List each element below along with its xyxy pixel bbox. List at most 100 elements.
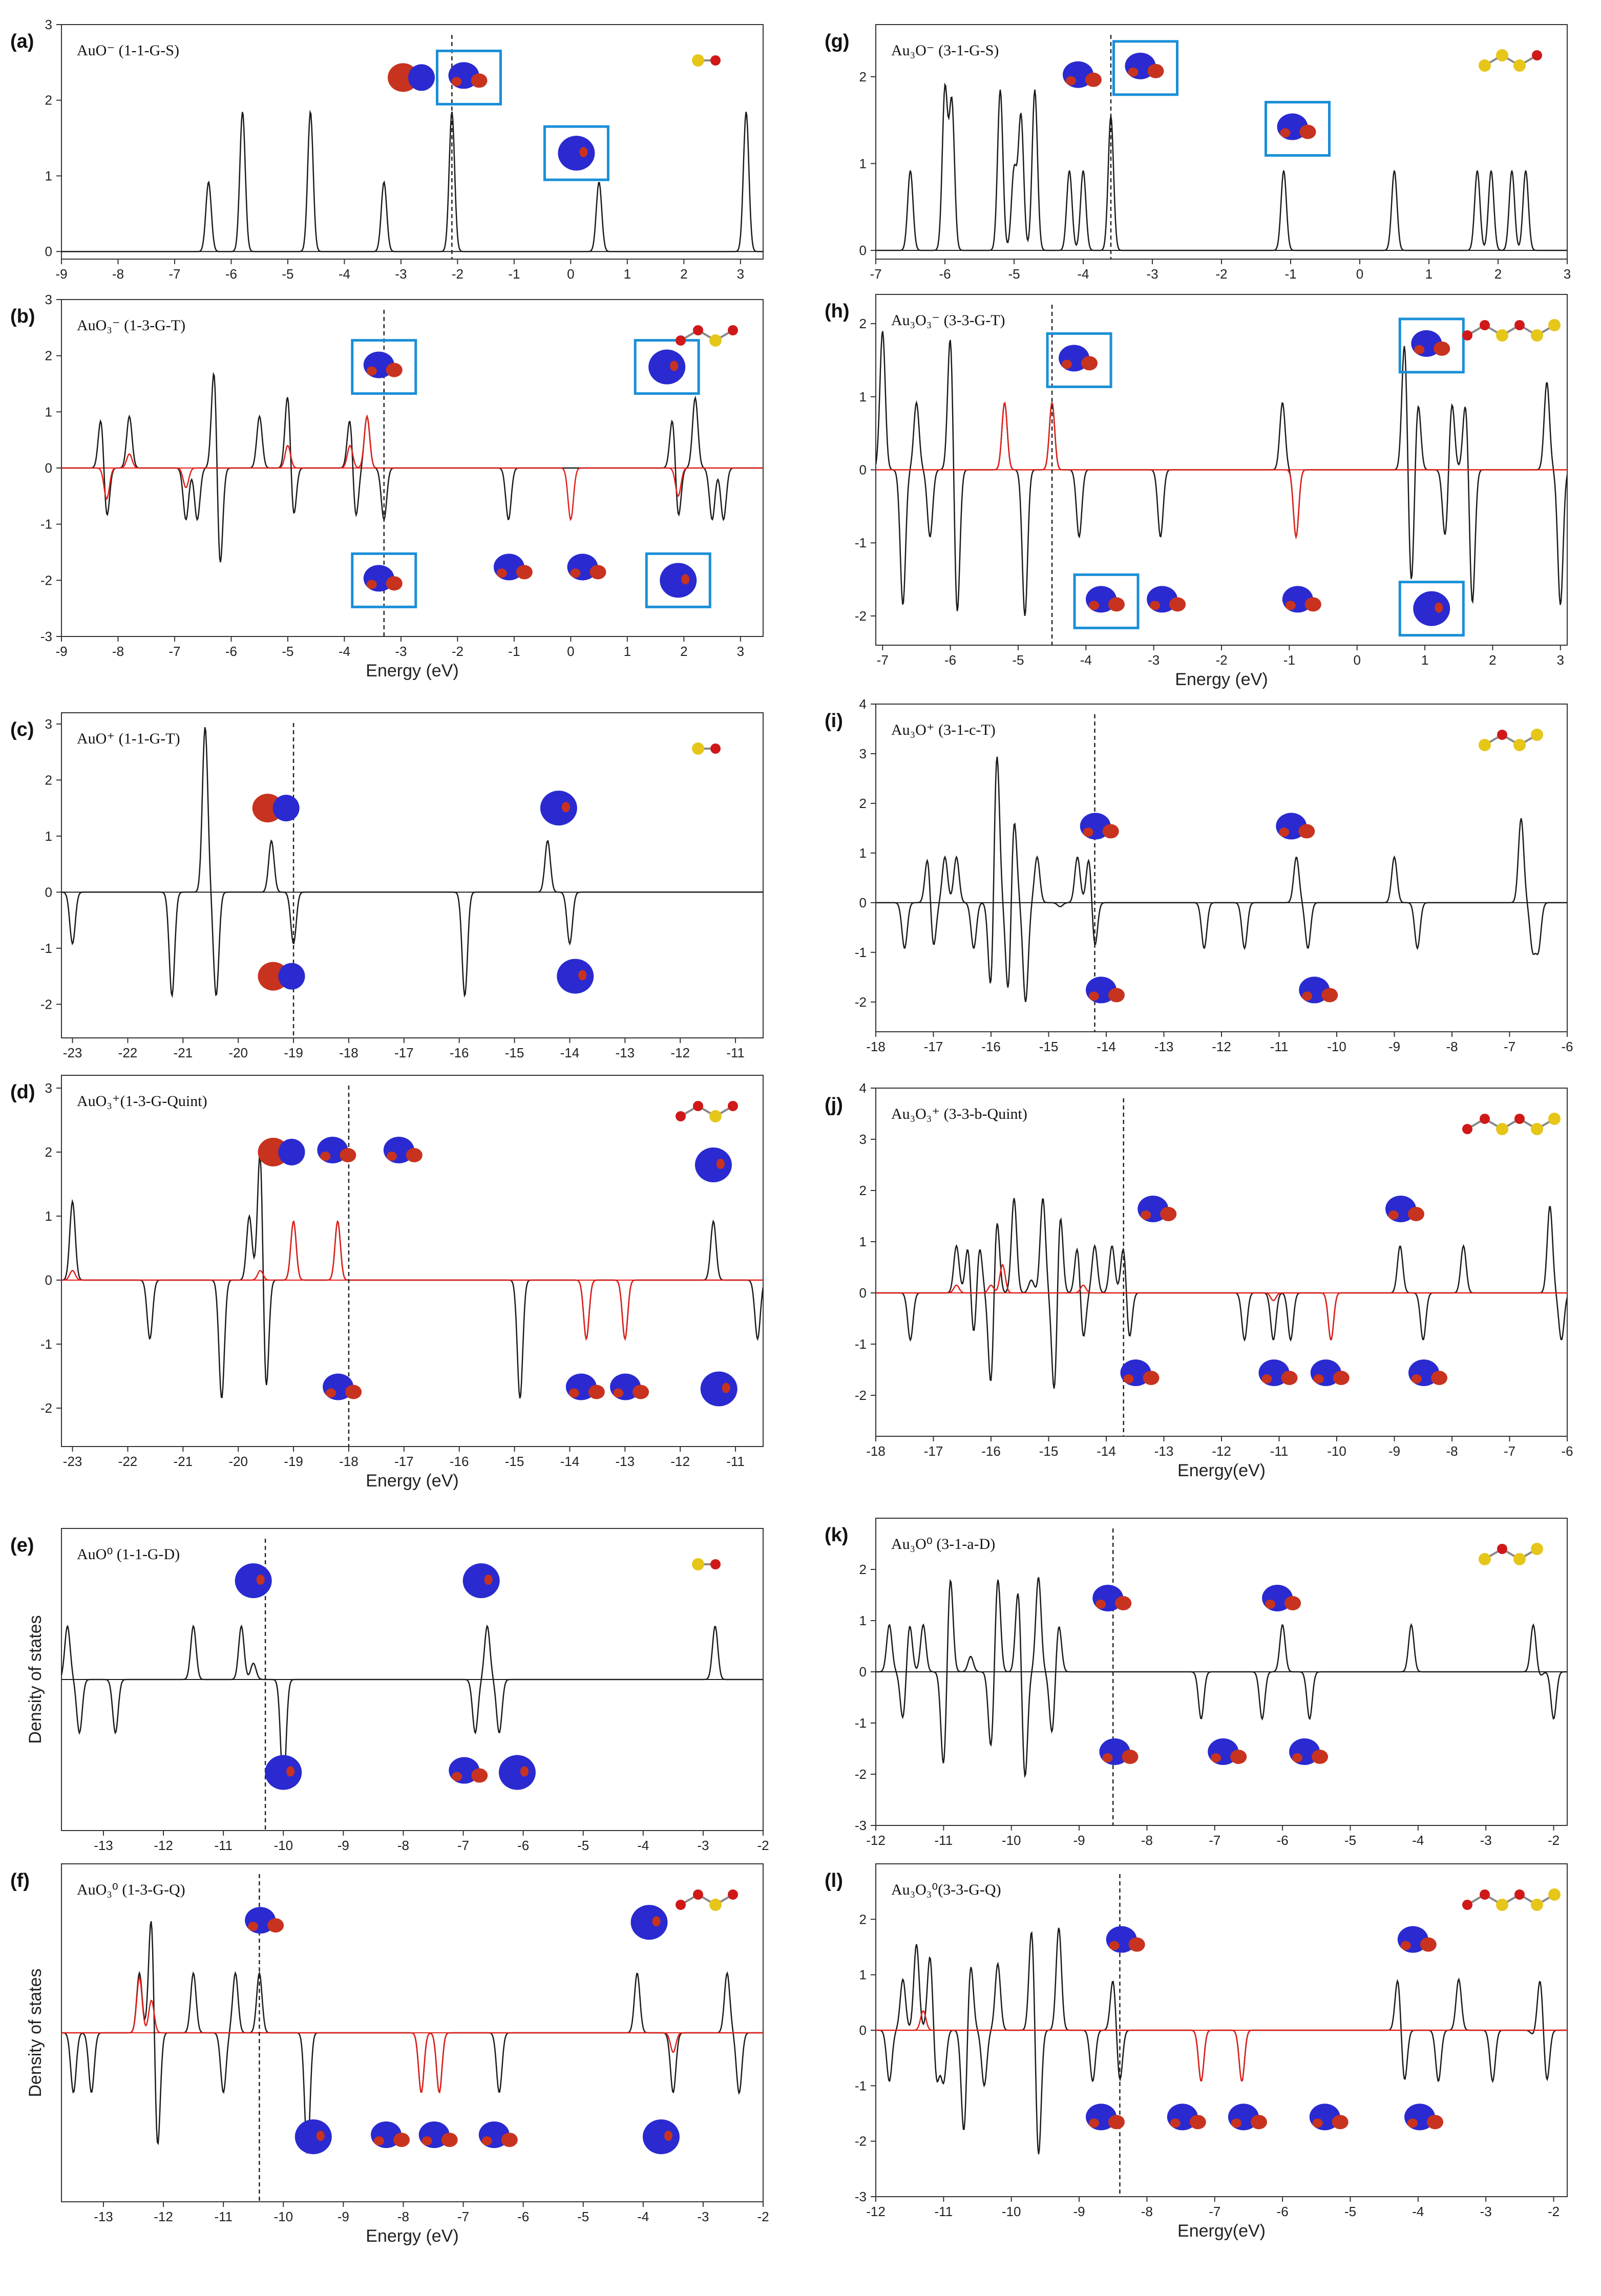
orbital-lobe-red bbox=[1128, 1937, 1145, 1952]
molecule-structure bbox=[676, 1889, 738, 1911]
x-tick-label: -8 bbox=[397, 2209, 409, 2224]
x-tick-label: -18 bbox=[339, 1045, 359, 1060]
total-dos-curve bbox=[61, 110, 763, 252]
orbital-isosurface bbox=[498, 1755, 536, 1790]
x-tick-label: -23 bbox=[63, 1045, 82, 1060]
x-tick-label: -4 bbox=[637, 2209, 649, 2224]
orbital-lobe-red bbox=[1407, 2118, 1418, 2128]
plot-frame bbox=[61, 712, 764, 1038]
orbital-lobe-red bbox=[578, 970, 587, 981]
dos-panel: -13 -12 -11 -10 -9 -8 -7 -6 -5 -4 -3 -2 (f) AuO₃⁰ (1-… bbox=[10, 1863, 769, 2246]
partial-dos-curve bbox=[876, 2010, 1567, 2082]
x-tick-label: -4 bbox=[1077, 266, 1089, 282]
orbital-lobe-red bbox=[1431, 1371, 1447, 1385]
panel-title: AuO₃⁺(1-3-G-Quint) bbox=[77, 1093, 207, 1110]
orbital-lobe-blue bbox=[498, 1755, 536, 1790]
x-tick-label: 2 bbox=[1494, 266, 1502, 282]
orbital-isosurface bbox=[1120, 1359, 1160, 1386]
orbital-lobe-red bbox=[716, 1159, 725, 1169]
orbital-lobe-red bbox=[496, 568, 507, 578]
x-tick-label: -15 bbox=[505, 1454, 524, 1469]
orbital-lobe-red bbox=[1170, 2118, 1181, 2128]
y-tick-label: 0 bbox=[859, 1285, 867, 1301]
orbital-isosurface bbox=[1385, 1196, 1424, 1222]
x-tick-label: -2 bbox=[452, 644, 464, 659]
orbital-lobe-blue bbox=[278, 963, 305, 990]
orbital-isosurface bbox=[1408, 1359, 1447, 1386]
x-tick-label: -13 bbox=[616, 1045, 635, 1060]
orbital-lobe-red bbox=[248, 1922, 259, 1931]
x-tick-label: -11 bbox=[935, 1833, 953, 1848]
orbital-lobe-red bbox=[1332, 2115, 1349, 2130]
orbital-lobe-red bbox=[1435, 602, 1443, 613]
orbital-lobe-red bbox=[1312, 1750, 1329, 1764]
orbital-lobe-red bbox=[1298, 824, 1315, 839]
orbital-lobe-red bbox=[1420, 1937, 1437, 1952]
x-tick-label: -4 bbox=[1412, 2204, 1424, 2219]
orbital-lobe-red bbox=[1141, 1210, 1151, 1220]
dos-panel: -9 -8 -7 -6 -5 -4 -3 -2 -1 0 1 2 3 -3 -2 -1 0 1 2 3 (b) AuO₃⁻… bbox=[10, 292, 764, 681]
total-dos-curve bbox=[876, 756, 1567, 1003]
orbital-isosurface bbox=[1404, 2103, 1444, 2131]
orbital-isosurface bbox=[543, 125, 609, 181]
x-tick-label: -7 bbox=[1209, 1833, 1220, 1848]
orbital-lobe-red bbox=[340, 1148, 356, 1162]
gold-atom bbox=[692, 1558, 704, 1570]
orbital-lobe-red bbox=[256, 1575, 265, 1585]
orbital-lobe-red bbox=[1089, 991, 1099, 1001]
orbital-isosurface bbox=[1092, 1585, 1132, 1611]
orbital-isosurface bbox=[462, 1563, 500, 1599]
total-dos-curve bbox=[876, 331, 1567, 616]
dos-panel: -18 -17 -16 -15 -14 -13 -12 -11 -10 -9 -8 -7 -6-2-10… bbox=[825, 1080, 1573, 1480]
gold-atom bbox=[1513, 739, 1526, 751]
y-tick-label: 2 bbox=[859, 1562, 867, 1577]
y-tick-label: -3 bbox=[855, 1818, 867, 1833]
panel-label: (l) bbox=[825, 1870, 843, 1891]
x-tick-label: -16 bbox=[981, 1443, 1001, 1459]
x-tick-label: -16 bbox=[981, 1039, 1001, 1054]
panel-title: AuO₃⁻ (1-3-G-T) bbox=[77, 317, 185, 334]
orbital-isosurface bbox=[1086, 976, 1125, 1004]
x-tick-label: -18 bbox=[339, 1454, 359, 1469]
dos-panel: -7 -6 -5 -4 -3 -2 -1 0 1 2 3 -2 -1 0 1 2 (h) Au₃O₃⁻ (3-3-… bbox=[825, 294, 1568, 689]
orbital-lobe-blue bbox=[648, 349, 686, 385]
orbital-lobe-red bbox=[471, 73, 488, 88]
orbital-lobe-red bbox=[1189, 2115, 1206, 2130]
partial-dos-curve bbox=[61, 414, 763, 521]
orbital-isosurface bbox=[1262, 1585, 1301, 1611]
orbital-lobe-red bbox=[386, 363, 403, 377]
x-tick-label: -9 bbox=[1388, 1039, 1400, 1054]
oxygen-atom bbox=[1480, 1889, 1490, 1900]
x-tick-label: -8 bbox=[1446, 1039, 1458, 1054]
oxygen-atom bbox=[1514, 320, 1525, 330]
orbital-lobe-red bbox=[1062, 359, 1072, 369]
gold-atom bbox=[1548, 319, 1561, 331]
y-tick-label: 0 bbox=[45, 244, 52, 259]
x-tick-label: -11 bbox=[935, 2204, 953, 2219]
orbital-lobe-red bbox=[1304, 597, 1321, 612]
orbital-isosurface bbox=[1299, 976, 1338, 1004]
y-tick-label: -3 bbox=[40, 629, 52, 644]
panel-label: (k) bbox=[825, 1524, 848, 1546]
orbital-lobe-red bbox=[1302, 991, 1313, 1001]
orbital-lobe-red bbox=[1412, 1374, 1422, 1384]
x-tick-label: -7 bbox=[457, 1838, 469, 1853]
x-tick-label: -12 bbox=[670, 1045, 690, 1060]
orbital-isosurface bbox=[1228, 2103, 1267, 2131]
highlight-box bbox=[1265, 101, 1331, 157]
molecule-structure bbox=[1479, 49, 1542, 72]
x-tick-label: -9 bbox=[1388, 1443, 1400, 1459]
gold-atom bbox=[692, 54, 704, 67]
orbital-isosurface bbox=[1137, 1196, 1177, 1222]
x-tick-label: -7 bbox=[870, 266, 881, 282]
orbital-isosurface bbox=[1398, 317, 1465, 374]
x-tick-label: -16 bbox=[450, 1045, 469, 1060]
plot-frame bbox=[875, 704, 1568, 1032]
x-tick-label: -8 bbox=[112, 266, 124, 282]
y-tick-label: 2 bbox=[859, 1183, 867, 1198]
x-tick-label: -4 bbox=[339, 266, 350, 282]
orbital-isosurface bbox=[1289, 1738, 1329, 1765]
panel-title: Au₃O⁺ (3-1-c-T) bbox=[891, 721, 996, 738]
x-tick-label: 2 bbox=[680, 644, 687, 659]
